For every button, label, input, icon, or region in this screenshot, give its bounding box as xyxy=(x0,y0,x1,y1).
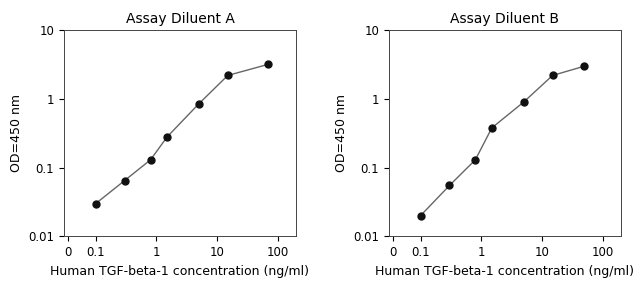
X-axis label: Human TGF-beta-1 concentration (ng/ml): Human TGF-beta-1 concentration (ng/ml) xyxy=(375,265,634,278)
Title: Assay Diluent A: Assay Diluent A xyxy=(125,12,234,26)
Y-axis label: OD=450 nm: OD=450 nm xyxy=(10,94,23,172)
Y-axis label: OD=450 nm: OD=450 nm xyxy=(335,94,348,172)
Title: Assay Diluent B: Assay Diluent B xyxy=(451,12,559,26)
X-axis label: Human TGF-beta-1 concentration (ng/ml): Human TGF-beta-1 concentration (ng/ml) xyxy=(51,265,310,278)
